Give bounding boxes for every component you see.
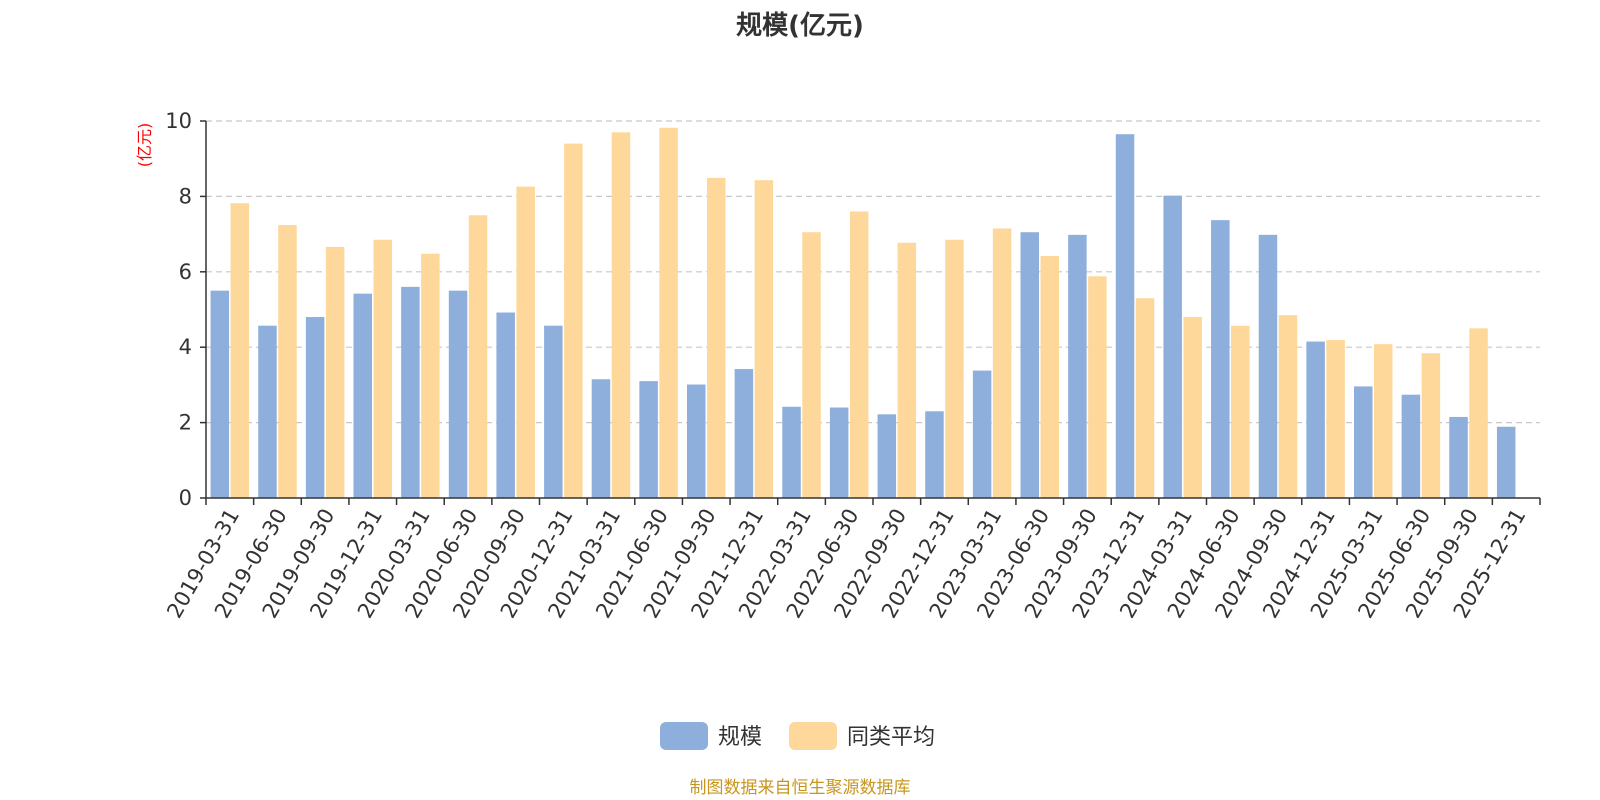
bar-scale [544,325,563,498]
bar-scale [1401,394,1421,498]
bar-scale [448,290,468,498]
legend[interactable]: 规模 同类平均 [660,722,935,750]
legend-swatch[interactable] [660,722,708,750]
y-tick-label: 6 [179,260,192,284]
bar-scale [305,317,325,498]
bar-peer-average [1326,340,1345,498]
bar-peer-average [421,253,440,498]
bar-scale [1163,195,1182,498]
bar-peer-average [278,225,297,498]
y-axis-unit-label: (亿元) [135,123,154,168]
y-tick-label: 8 [179,184,192,208]
bar-scale [925,411,944,498]
bar-peer-average [1088,276,1107,498]
bar-scale [401,286,420,498]
bar-peer-average [1278,315,1298,498]
bar-peer-average [945,239,964,498]
bar-scale [1020,232,1039,498]
bar-scale [972,370,992,498]
bar-peer-average [516,186,535,498]
bar-scale [1354,386,1373,498]
bar-scale [1449,416,1468,498]
bar-scale [210,290,230,498]
bar-scale [591,379,611,498]
bar-scale [687,384,706,498]
bar-scale [1496,426,1516,498]
bar-peer-average [1421,353,1441,498]
bar-peer-average [802,232,821,498]
bar-scale [782,406,801,498]
bar-peer-average [564,143,583,498]
bar-peer-average [611,132,631,498]
bar-scale [877,414,897,498]
bar-scale [1115,134,1135,498]
bar-scale [1306,341,1325,498]
y-tick-label: 4 [179,335,192,359]
bar-peer-average [849,211,869,499]
x-axis-ticks: 2019-03-312019-06-302019-09-302019-12-31… [162,498,1541,622]
bar-scale [734,369,754,498]
bar-scale [639,381,658,498]
bar-scale [1211,220,1230,498]
bars [210,127,1516,499]
legend-label[interactable]: 规模 [718,725,762,750]
bar-peer-average [754,180,774,498]
bar-peer-average [897,242,917,498]
bar-peer-average [1469,328,1488,498]
data-source-note: 制图数据来自恒生聚源数据库 [690,778,911,798]
legend-swatch[interactable] [789,722,837,750]
bar-scale [496,312,515,498]
bar-peer-average [659,127,678,498]
bar-scale [1068,234,1087,498]
bar-scale [258,325,277,498]
chart-title: 规模(亿元) [736,11,864,41]
bar-peer-average [373,239,392,498]
bar-peer-average [1135,298,1155,498]
bar-scale [1258,234,1278,498]
bar-peer-average [992,228,1012,498]
bar-peer-average [1183,317,1202,498]
bar-scale [829,407,849,498]
bar-peer-average [707,177,726,498]
bar-peer-average [468,215,488,498]
bar-peer-average [1374,344,1393,498]
bar-peer-average [325,246,345,498]
y-tick-label: 2 [179,411,192,435]
y-tick-label: 0 [179,486,192,510]
bar-peer-average [1231,325,1250,498]
bar-scale [353,293,372,498]
y-axis-ticks: 0 2 4 6 8 10 [165,109,206,510]
bar-peer-average [1040,255,1059,498]
legend-label[interactable]: 同类平均 [847,725,935,750]
bar-peer-average [230,203,250,498]
y-tick-label: 10 [165,109,192,133]
